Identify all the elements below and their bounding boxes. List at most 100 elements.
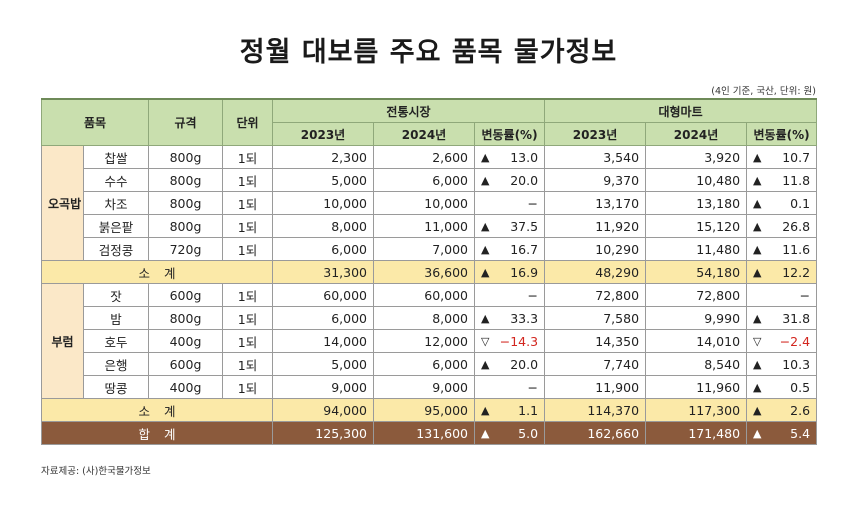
item-name-cell: 호두: [83, 329, 149, 353]
market-2024-cell: 7,000: [373, 237, 475, 261]
market-change-cell: ▲ 33.3: [473, 306, 546, 330]
table-body: 오곡밥 찹쌀 800g 1되 2,300 2,600 ▲ 13.0 3,540 3,920 ▲ 10.…: [41, 145, 818, 445]
header-item: 품목: [41, 98, 149, 146]
change-arrow-icon: ▽: [753, 334, 762, 348]
change-arrow-icon: ▲: [753, 196, 762, 210]
mart-2023-cell: 7,740: [544, 352, 647, 376]
change-arrow-icon: ▲: [481, 357, 490, 371]
change-arrow-icon: ▲: [753, 150, 762, 164]
market-2023-cell: 94,000: [272, 398, 374, 422]
header-market-2023: 2023년: [272, 122, 374, 146]
market-2024-cell: 10,000: [373, 191, 475, 215]
mart-change-cell: −: [746, 283, 818, 307]
market-2024-cell: 6,000: [373, 168, 475, 192]
market-2023-cell: 8,000: [272, 214, 374, 238]
unit-cell: 1되: [222, 145, 273, 169]
change-arrow-icon: ▲: [753, 265, 762, 279]
item-name-cell: 땅콩: [83, 375, 149, 399]
change-arrow-icon: ▲: [753, 426, 762, 440]
market-2023-cell: 6,000: [272, 237, 374, 261]
header-market-2024: 2024년: [373, 122, 475, 146]
mart-2023-cell: 162,660: [544, 421, 647, 445]
mart-2024-cell: 72,800: [645, 283, 748, 307]
header-market-change: 변동률(%): [473, 122, 546, 146]
market-2024-cell: 95,000: [373, 398, 475, 422]
spec-cell: 600g: [148, 283, 223, 307]
change-value: 11.6: [782, 241, 811, 257]
market-change-cell: ▲ 16.9: [473, 260, 546, 284]
change-value: 5.0: [518, 425, 539, 441]
item-name-cell: 붉은팥: [83, 214, 149, 238]
change-value: 20.0: [510, 356, 539, 372]
market-2023-cell: 5,000: [272, 352, 374, 376]
mart-2024-cell: 10,480: [645, 168, 748, 192]
market-change-cell: ▲ 16.7: [473, 237, 546, 261]
item-name-cell: 검정콩: [83, 237, 149, 261]
change-arrow-icon: ▲: [753, 173, 762, 187]
group-name-cell: 부럼: [41, 283, 84, 399]
unit-cell: 1되: [222, 237, 273, 261]
spec-cell: 800g: [148, 214, 223, 238]
market-change-cell: ▽ −14.3: [473, 329, 546, 353]
market-change-cell: −: [473, 375, 546, 399]
change-arrow-icon: ▲: [481, 426, 490, 440]
market-2023-cell: 9,000: [272, 375, 374, 399]
spec-cell: 400g: [148, 375, 223, 399]
price-table: 품목 규격 단위 전통시장 대형마트 2023년 2024년 변동률(%) 20…: [41, 98, 818, 445]
change-arrow-icon: ▲: [481, 173, 490, 187]
change-arrow-icon: ▲: [481, 403, 490, 417]
change-value: −2.4: [779, 333, 811, 349]
table-row: 부럼 잣 600g 1되 60,000 60,000−72,800 72,800−: [41, 283, 818, 399]
market-2024-cell: 131,600: [373, 421, 475, 445]
mart-2023-cell: 10,290: [544, 237, 647, 261]
change-value: 10.3: [782, 356, 811, 372]
mart-change-cell: ▲ 0.1: [746, 191, 818, 215]
item-name-cell: 은행: [83, 352, 149, 376]
mart-change-cell: ▲ 10.7: [746, 145, 818, 169]
change-arrow-icon: ▲: [753, 403, 762, 417]
table-row: 차조 800g 1되 10,000 10,000−13,170 13,180 ▲ 0.1: [42, 191, 818, 215]
change-value: 37.5: [510, 218, 539, 234]
header-mart-2024: 2024년: [645, 122, 748, 146]
market-2023-cell: 60,000: [272, 283, 374, 307]
unit-cell: 1되: [222, 283, 273, 307]
mart-2024-cell: 171,480: [645, 421, 748, 445]
change-value: 10.7: [782, 149, 811, 165]
mart-2024-cell: 13,180: [645, 191, 748, 215]
mart-2024-cell: 14,010: [645, 329, 748, 353]
table-row: 호두 400g 1되 14,000 12,000 ▽ −14.3 14,350 14,010 ▽ −…: [42, 329, 818, 353]
unit-cell: 1되: [222, 329, 273, 353]
change-arrow-icon: ▲: [481, 265, 490, 279]
market-2023-cell: 6,000: [272, 306, 374, 330]
mart-2024-cell: 9,990: [645, 306, 748, 330]
group-name-cell: 오곡밥: [41, 145, 84, 261]
mart-2024-cell: 3,920: [645, 145, 748, 169]
change-value: 11.8: [782, 172, 811, 188]
change-arrow-icon: ▲: [481, 150, 490, 164]
mart-2023-cell: 72,800: [544, 283, 647, 307]
change-value: −: [527, 195, 539, 211]
unit-cell: 1되: [222, 214, 273, 238]
change-arrow-icon: ▲: [753, 357, 762, 371]
change-value: 2.6: [790, 402, 811, 418]
mart-change-cell: ▲ 0.5: [746, 375, 818, 399]
unit-cell: 1되: [222, 168, 273, 192]
change-arrow-icon: ▲: [481, 219, 490, 233]
mart-change-cell: ▲ 31.8: [746, 306, 818, 330]
header-spec: 규격: [148, 98, 223, 146]
mart-2024-cell: 54,180: [645, 260, 748, 284]
change-value: 33.3: [510, 310, 539, 326]
market-2024-cell: 6,000: [373, 352, 475, 376]
change-value: −14.3: [499, 333, 539, 349]
market-change-cell: −: [473, 191, 546, 215]
unit-note: (4인 기준, 국산, 단위: 원): [711, 86, 816, 97]
item-name-cell: 찹쌀: [83, 145, 149, 169]
market-2023-cell: 10,000: [272, 191, 374, 215]
table-row: 검정콩 720g 1되 6,000 7,000 ▲ 16.7 10,290 11,480 ▲ 11.…: [42, 237, 818, 261]
mart-2023-cell: 9,370: [544, 168, 647, 192]
market-2024-cell: 2,600: [373, 145, 475, 169]
mart-2024-cell: 11,480: [645, 237, 748, 261]
source-note: 자료제공: (사)한국물가정보: [41, 466, 151, 477]
header-mart: 대형마트: [544, 98, 818, 123]
item-name-cell: 수수: [83, 168, 149, 192]
